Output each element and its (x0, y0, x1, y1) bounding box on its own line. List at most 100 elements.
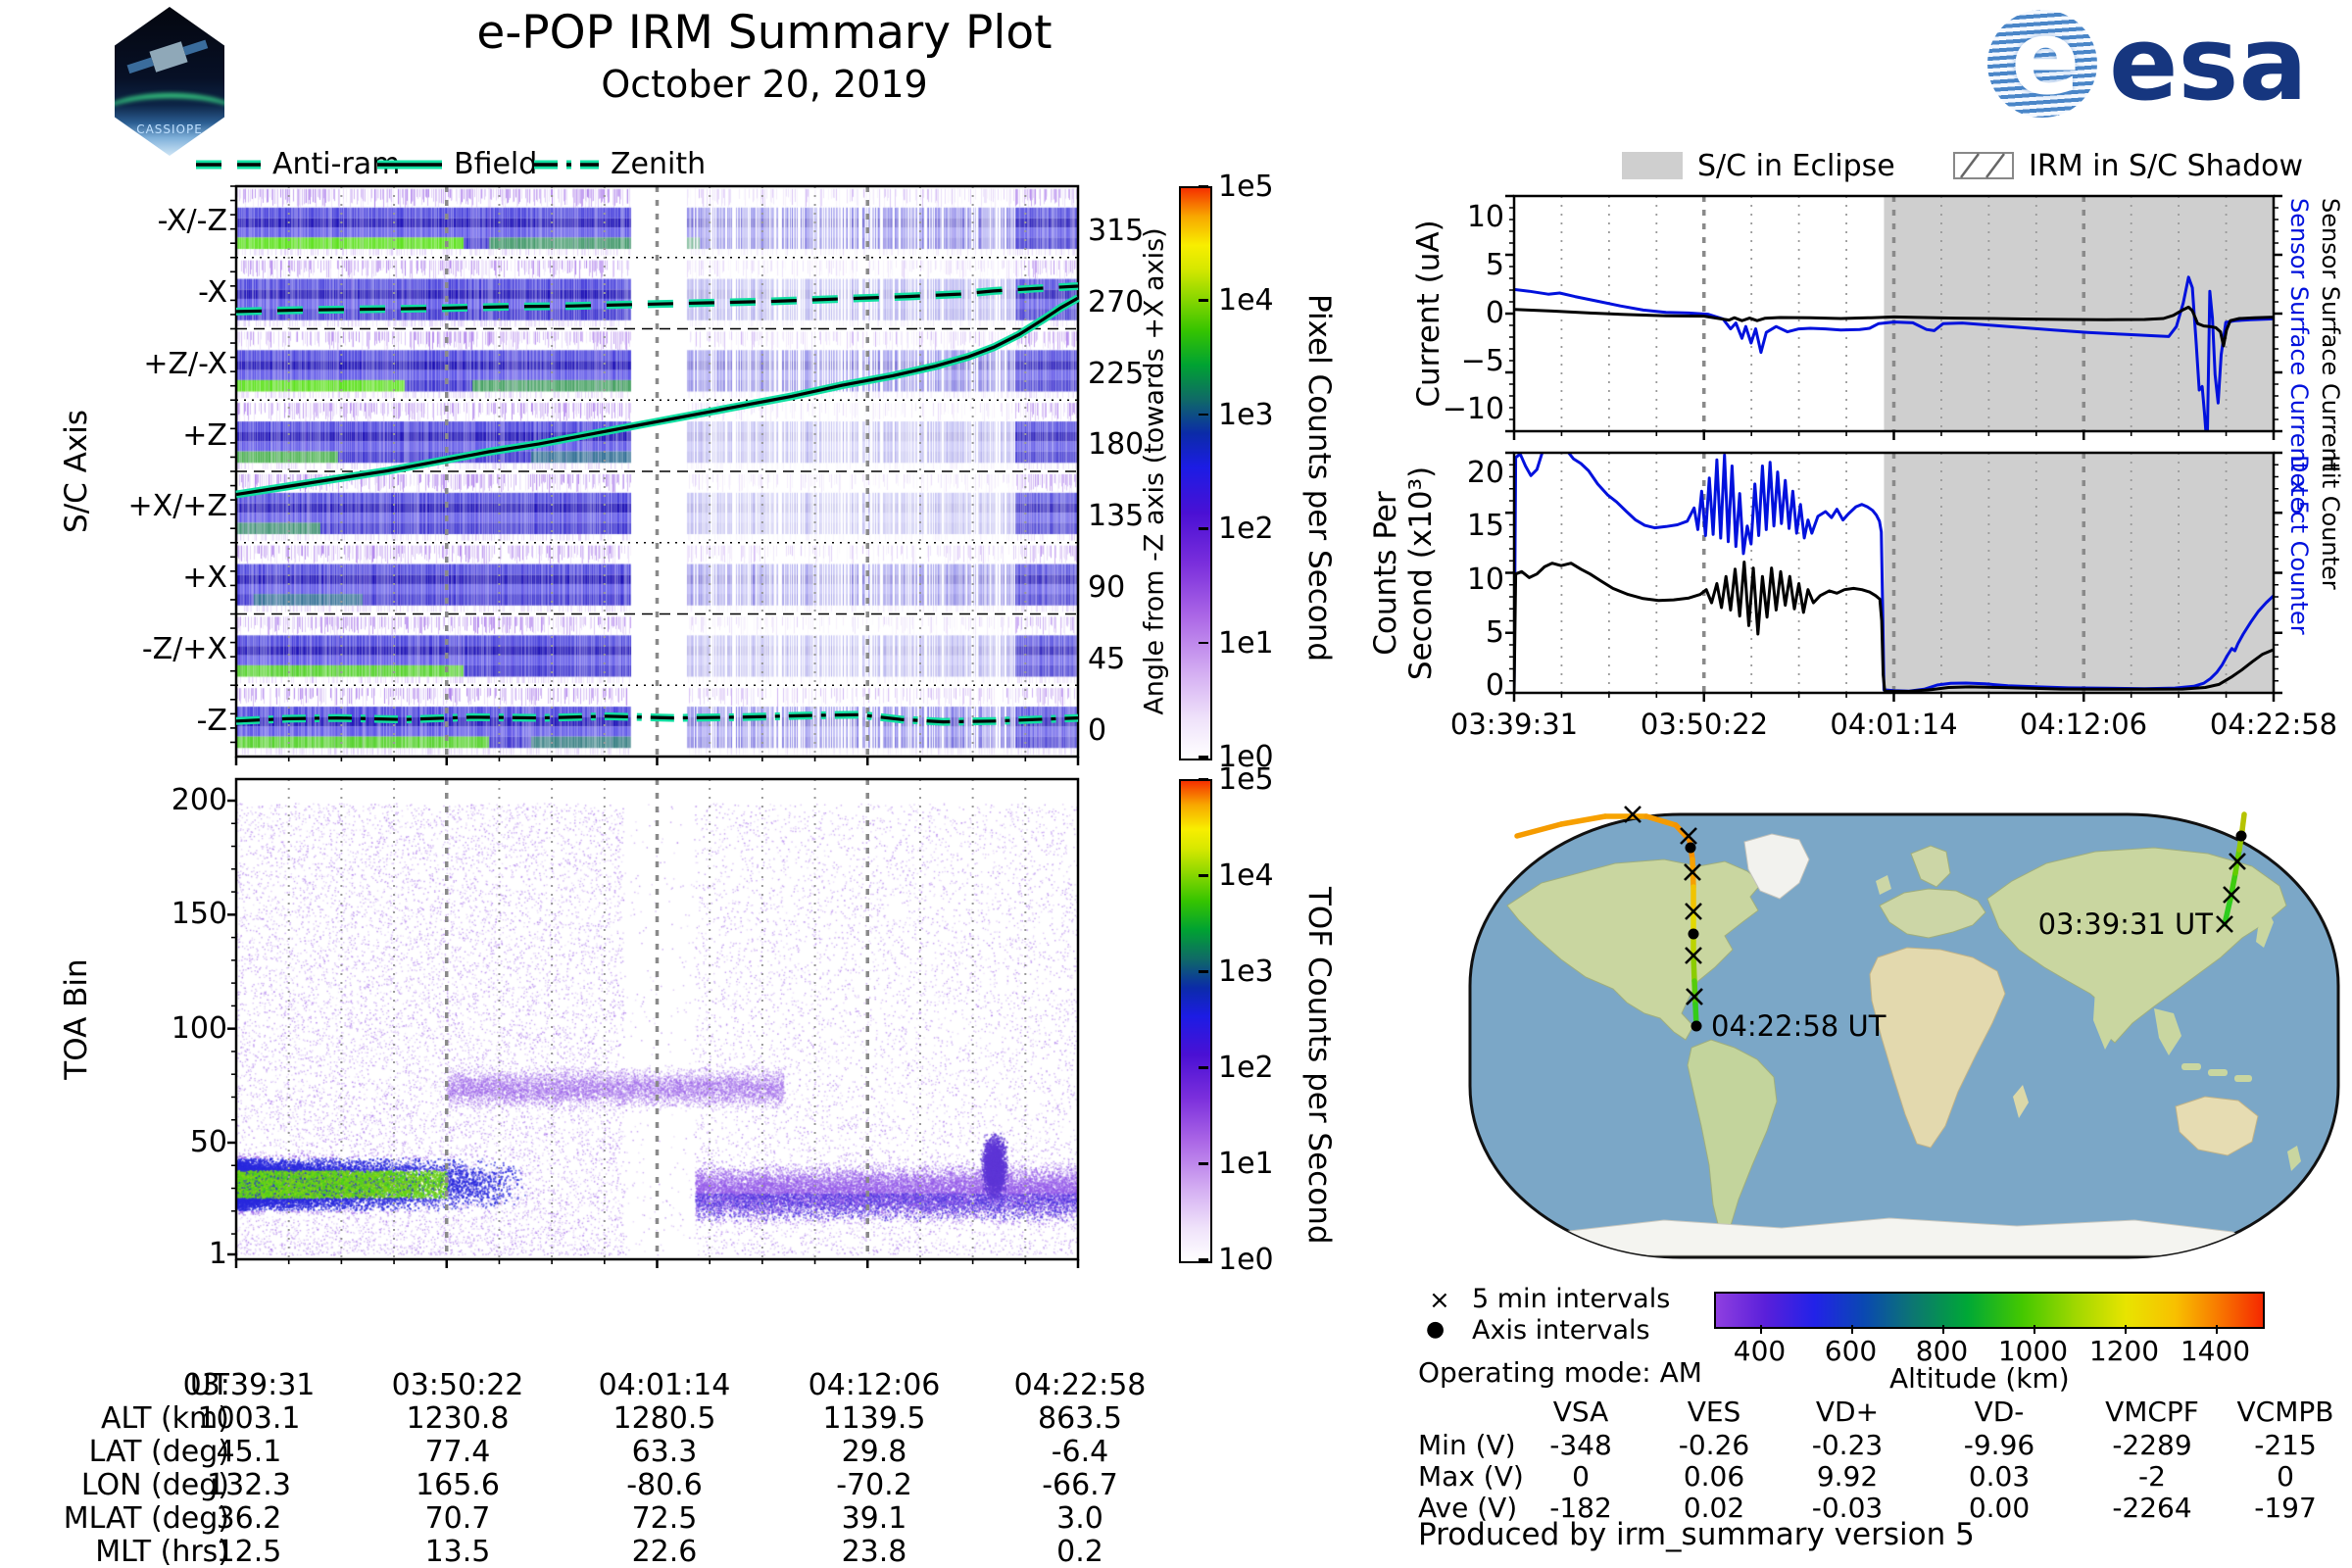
angle-tick-90: 90 (1088, 569, 1126, 605)
cb1-tick-1e2: 1e2 (1218, 512, 1274, 547)
altbar-tickmark (2124, 1325, 2127, 1334)
angle-tick-315: 315 (1088, 214, 1145, 249)
eph-value: 45.1 (216, 1435, 282, 1469)
axis-interval-dot (1688, 928, 1699, 940)
volt-value: -197 (2254, 1492, 2317, 1524)
eph-value: 23.8 (841, 1535, 907, 1568)
sc-row-label-6: +X (182, 561, 227, 596)
antiram-curve-core (235, 284, 1079, 314)
cb1-tick-1e0: 1e0 (1218, 740, 1274, 774)
eph-value: 77.4 (424, 1435, 491, 1469)
ground-track-map: 03:39:31 UT 04:22:58 UT (1468, 806, 2340, 1259)
eph-value: 03:39:31 (182, 1368, 316, 1402)
track-left-seg (1514, 821, 1564, 839)
eph-value: -66.7 (1042, 1468, 1118, 1502)
cb2-tickmark (1199, 1258, 1208, 1261)
cnt-ytick-0: 0 (1485, 668, 1504, 703)
axis-interval-dot (1690, 1020, 1702, 1032)
volt-header-vd+: VD+ (1815, 1396, 1880, 1428)
esa-globe-icon (1987, 10, 2097, 118)
eph-value: 63.3 (631, 1435, 698, 1469)
sc-axis-spectrogram-overlay (230, 184, 1080, 765)
series-sensor-surface-current (1514, 305, 2274, 348)
altbar-tick-1000: 1000 (1997, 1335, 2069, 1367)
eph-value: -6.4 (1051, 1435, 1109, 1469)
dot-marker-symbol: ● (1426, 1317, 1446, 1342)
volt-value: 0 (1572, 1460, 1590, 1493)
toa-tick-150: 150 (171, 897, 227, 932)
eph-value: 04:01:14 (598, 1368, 731, 1402)
eph-value: 72.5 (631, 1501, 698, 1536)
eclipse-region (1884, 196, 2274, 431)
credit-line: Produced by irm_summary version 5 (1418, 1517, 1975, 1552)
eph-value: 04:22:58 (1013, 1368, 1147, 1402)
shadow-legend-label: IRM in S/C Shadow (2029, 149, 2304, 183)
eph-value: 165.6 (416, 1468, 500, 1502)
sc-row-label-5: +X/+Z (127, 489, 227, 524)
angle-tick-45: 45 (1088, 641, 1126, 676)
eph-row-label-mlt: MLT (hrs) (95, 1535, 229, 1568)
track-right-seg (2239, 811, 2247, 833)
five-min-x-marker (2223, 886, 2240, 904)
cnt-ytick-5: 5 (1485, 614, 1504, 650)
indonesia-2 (2208, 1069, 2228, 1076)
eph-value: 3.0 (1056, 1501, 1103, 1536)
xtick-03:39:31: 03:39:31 (1449, 708, 1579, 741)
five-min-x-marker (2216, 915, 2233, 933)
volt-header-vcmpb: VCMPB (2236, 1396, 2334, 1428)
eph-value: 1280.5 (612, 1401, 716, 1436)
sc-row-label-2: -X (198, 275, 227, 311)
pixel-counts-colorbar-label: Pixel Counts per Second (1301, 294, 1337, 662)
altbar-tick-800: 800 (1915, 1335, 1969, 1367)
volt-value: -2289 (2112, 1429, 2192, 1461)
sc-row-label-3: +Z/-X (143, 346, 227, 381)
volt-value: 9.92 (1816, 1460, 1879, 1493)
eph-row-label-lat: LAT (deg) (88, 1435, 229, 1469)
volt-row-label-min: Min (V) (1418, 1429, 1516, 1461)
cb1-tick-1e3: 1e3 (1218, 397, 1274, 432)
altbar-tick-1200: 1200 (2088, 1335, 2160, 1367)
detect-counter-label: Detect Counter (2285, 455, 2313, 635)
asia (1986, 847, 2287, 1044)
volt-value: -2 (2138, 1460, 2166, 1493)
cassiope-patch-art: CASSIOPE (115, 7, 224, 156)
volt-value: -348 (1549, 1429, 1612, 1461)
legend-sample-anti-ram (196, 160, 261, 170)
eclipse-legend-label: S/C in Eclipse (1697, 149, 1895, 183)
toa-spectrogram-overlay (227, 777, 1080, 1268)
page-title: e-POP IRM Summary Plot (476, 6, 1053, 60)
legend-label-bfield: Bfield (454, 147, 538, 181)
altbar-tickmark (1759, 1325, 1762, 1334)
volt-value: -0.03 (1811, 1492, 1884, 1524)
angle-tick-0: 0 (1088, 712, 1107, 748)
greenland (1743, 833, 1810, 900)
track-left-seg (1691, 978, 1698, 1007)
eph-value: 132.3 (207, 1468, 291, 1502)
cb2-tick-1e2: 1e2 (1218, 1051, 1274, 1085)
altbar-tickmark (1941, 1325, 1944, 1334)
volt-row-label-ave: Ave (V) (1418, 1492, 1518, 1524)
cb2-tick-1e4: 1e4 (1218, 858, 1274, 893)
dot-marker-label: Axis intervals (1472, 1315, 1650, 1346)
eph-value: 863.5 (1038, 1401, 1122, 1436)
indonesia-1 (2181, 1063, 2201, 1070)
cb2-tickmark (1199, 778, 1208, 781)
toa-tick-50: 50 (189, 1125, 227, 1159)
map-continents (1506, 833, 2301, 1256)
eph-row-label-mlat: MLAT (deg) (63, 1501, 229, 1536)
legend-sample-zenith (534, 160, 599, 170)
cb1-tick-1e5: 1e5 (1218, 170, 1274, 204)
volt-value: -2264 (2112, 1492, 2192, 1524)
volt-header-vsa: VSA (1552, 1396, 1609, 1428)
eclipse-region (1884, 453, 2274, 693)
cb2-tickmark (1199, 1066, 1208, 1069)
angle-tick-225: 225 (1088, 356, 1145, 391)
volt-header-vmcpf: VMCPF (2105, 1396, 2199, 1428)
tof-counts-colorbar-label: TOF Counts per Second (1301, 887, 1337, 1245)
page-date: October 20, 2019 (601, 63, 928, 106)
new-zealand (2287, 1146, 2301, 1171)
cb1-tickmark (1199, 413, 1208, 416)
eph-value: 04:12:06 (808, 1368, 941, 1402)
cnt-ytick-10: 10 (1466, 562, 1504, 597)
volt-header-vd-: VD- (1974, 1396, 2025, 1428)
